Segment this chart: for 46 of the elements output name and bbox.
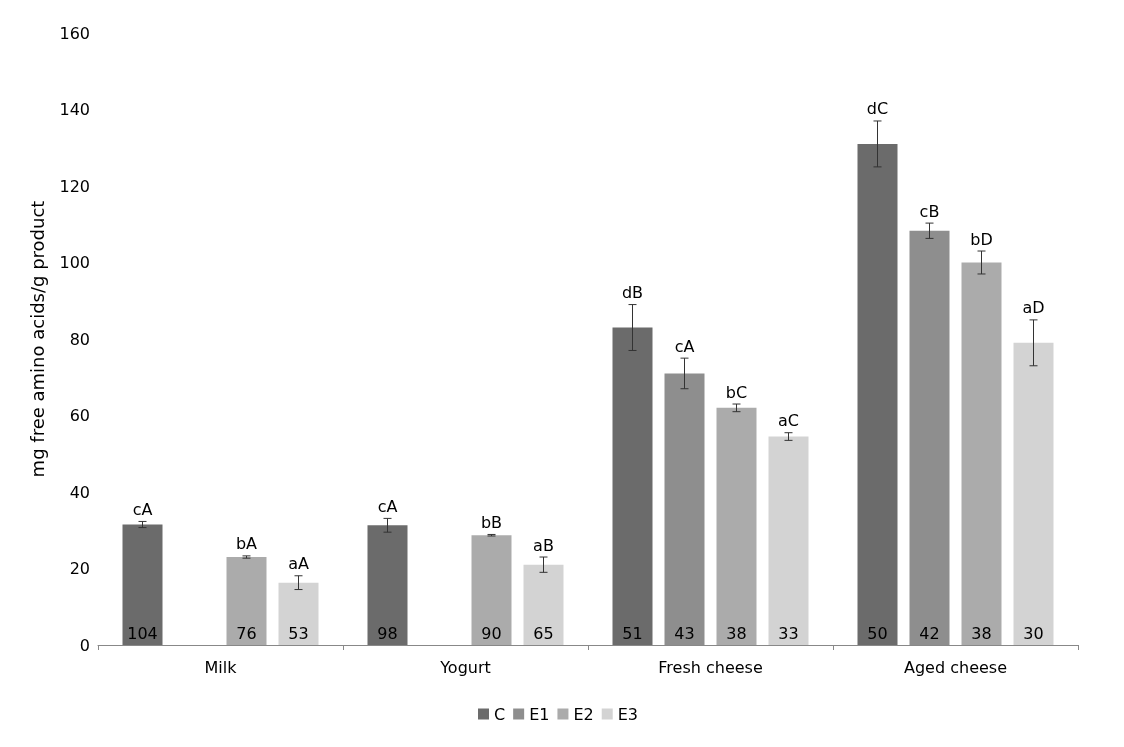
y-tick-label: 80	[69, 329, 90, 349]
y-tick-label: 0	[79, 635, 90, 655]
x-tick-label: Fresh cheese	[658, 657, 763, 677]
x-tick-label: Aged cheese	[904, 657, 1007, 677]
annotation: 43	[674, 623, 695, 643]
y-axis-title: mg free amino acids/g product	[26, 200, 48, 478]
legend-label: E1	[529, 704, 550, 724]
annotation: 38	[971, 623, 992, 643]
data-label: cA	[674, 336, 695, 356]
data-label: bD	[970, 229, 993, 249]
data-label: aD	[1022, 298, 1045, 318]
annotation: 42	[919, 623, 940, 643]
y-tick-label: 100	[59, 253, 90, 272]
x-tick-label: Milk	[204, 657, 238, 677]
annotation: 30	[1023, 623, 1044, 643]
data-label: bC	[725, 382, 748, 402]
x-tick-label: Yogurt	[439, 657, 491, 677]
annotation: 33	[778, 623, 799, 643]
data-label: aA	[288, 554, 309, 574]
data-label: cA	[377, 496, 398, 516]
data-label: cB	[919, 201, 940, 221]
data-label: dC	[866, 99, 889, 119]
y-tick-label: 20	[69, 559, 90, 578]
annotation: 51	[622, 623, 643, 643]
data-label: cA	[132, 499, 153, 519]
y-tick-label: 40	[69, 482, 90, 502]
annotation: 53	[288, 623, 309, 643]
annotation: 76	[236, 623, 257, 643]
y-tick-label: 160	[59, 23, 90, 43]
y-tick-label: 60	[69, 406, 90, 425]
data-label: dB	[621, 283, 644, 303]
annotation: 38	[726, 623, 747, 643]
y-tick-label: 120	[59, 176, 90, 196]
legend-label: C	[493, 704, 506, 724]
annotation: 65	[533, 623, 554, 643]
data-label: bA	[235, 534, 258, 554]
legend-label: E3	[617, 704, 639, 724]
annotation: 90	[481, 623, 502, 643]
y-tick-label: 140	[59, 100, 90, 119]
annotation: 104	[127, 623, 158, 643]
data-label: bB	[480, 512, 503, 532]
data-label: aC	[778, 411, 799, 431]
annotation: 50	[867, 623, 888, 643]
annotation: 98	[377, 623, 398, 643]
legend-label: E2	[573, 704, 594, 724]
data-label: aB	[533, 535, 554, 555]
